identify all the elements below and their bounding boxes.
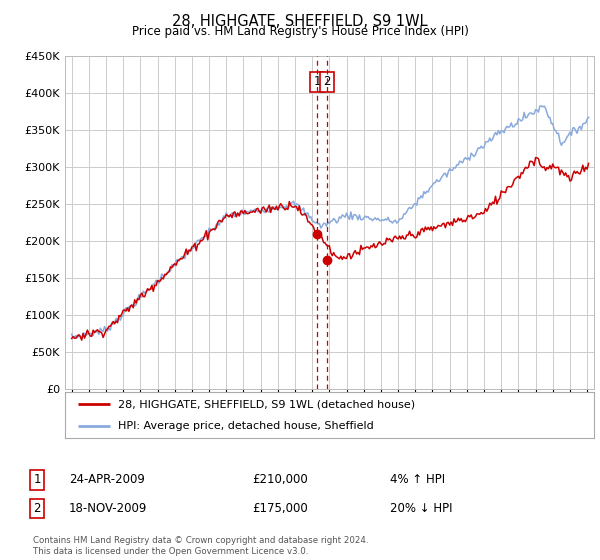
Text: 28, HIGHGATE, SHEFFIELD, S9 1WL: 28, HIGHGATE, SHEFFIELD, S9 1WL	[172, 14, 428, 29]
Text: Price paid vs. HM Land Registry's House Price Index (HPI): Price paid vs. HM Land Registry's House …	[131, 25, 469, 38]
Text: Contains HM Land Registry data © Crown copyright and database right 2024.
This d: Contains HM Land Registry data © Crown c…	[33, 536, 368, 556]
Text: 24-APR-2009: 24-APR-2009	[69, 473, 145, 487]
Text: 28, HIGHGATE, SHEFFIELD, S9 1WL (detached house): 28, HIGHGATE, SHEFFIELD, S9 1WL (detache…	[118, 399, 415, 409]
Text: £175,000: £175,000	[252, 502, 308, 515]
Text: £210,000: £210,000	[252, 473, 308, 487]
Text: 1: 1	[313, 76, 321, 88]
Text: HPI: Average price, detached house, Sheffield: HPI: Average price, detached house, Shef…	[118, 421, 373, 431]
Text: 2: 2	[34, 502, 41, 515]
Text: 1: 1	[34, 473, 41, 487]
Text: 20% ↓ HPI: 20% ↓ HPI	[390, 502, 452, 515]
Text: 18-NOV-2009: 18-NOV-2009	[69, 502, 148, 515]
Text: 4% ↑ HPI: 4% ↑ HPI	[390, 473, 445, 487]
Text: 2: 2	[323, 76, 331, 88]
